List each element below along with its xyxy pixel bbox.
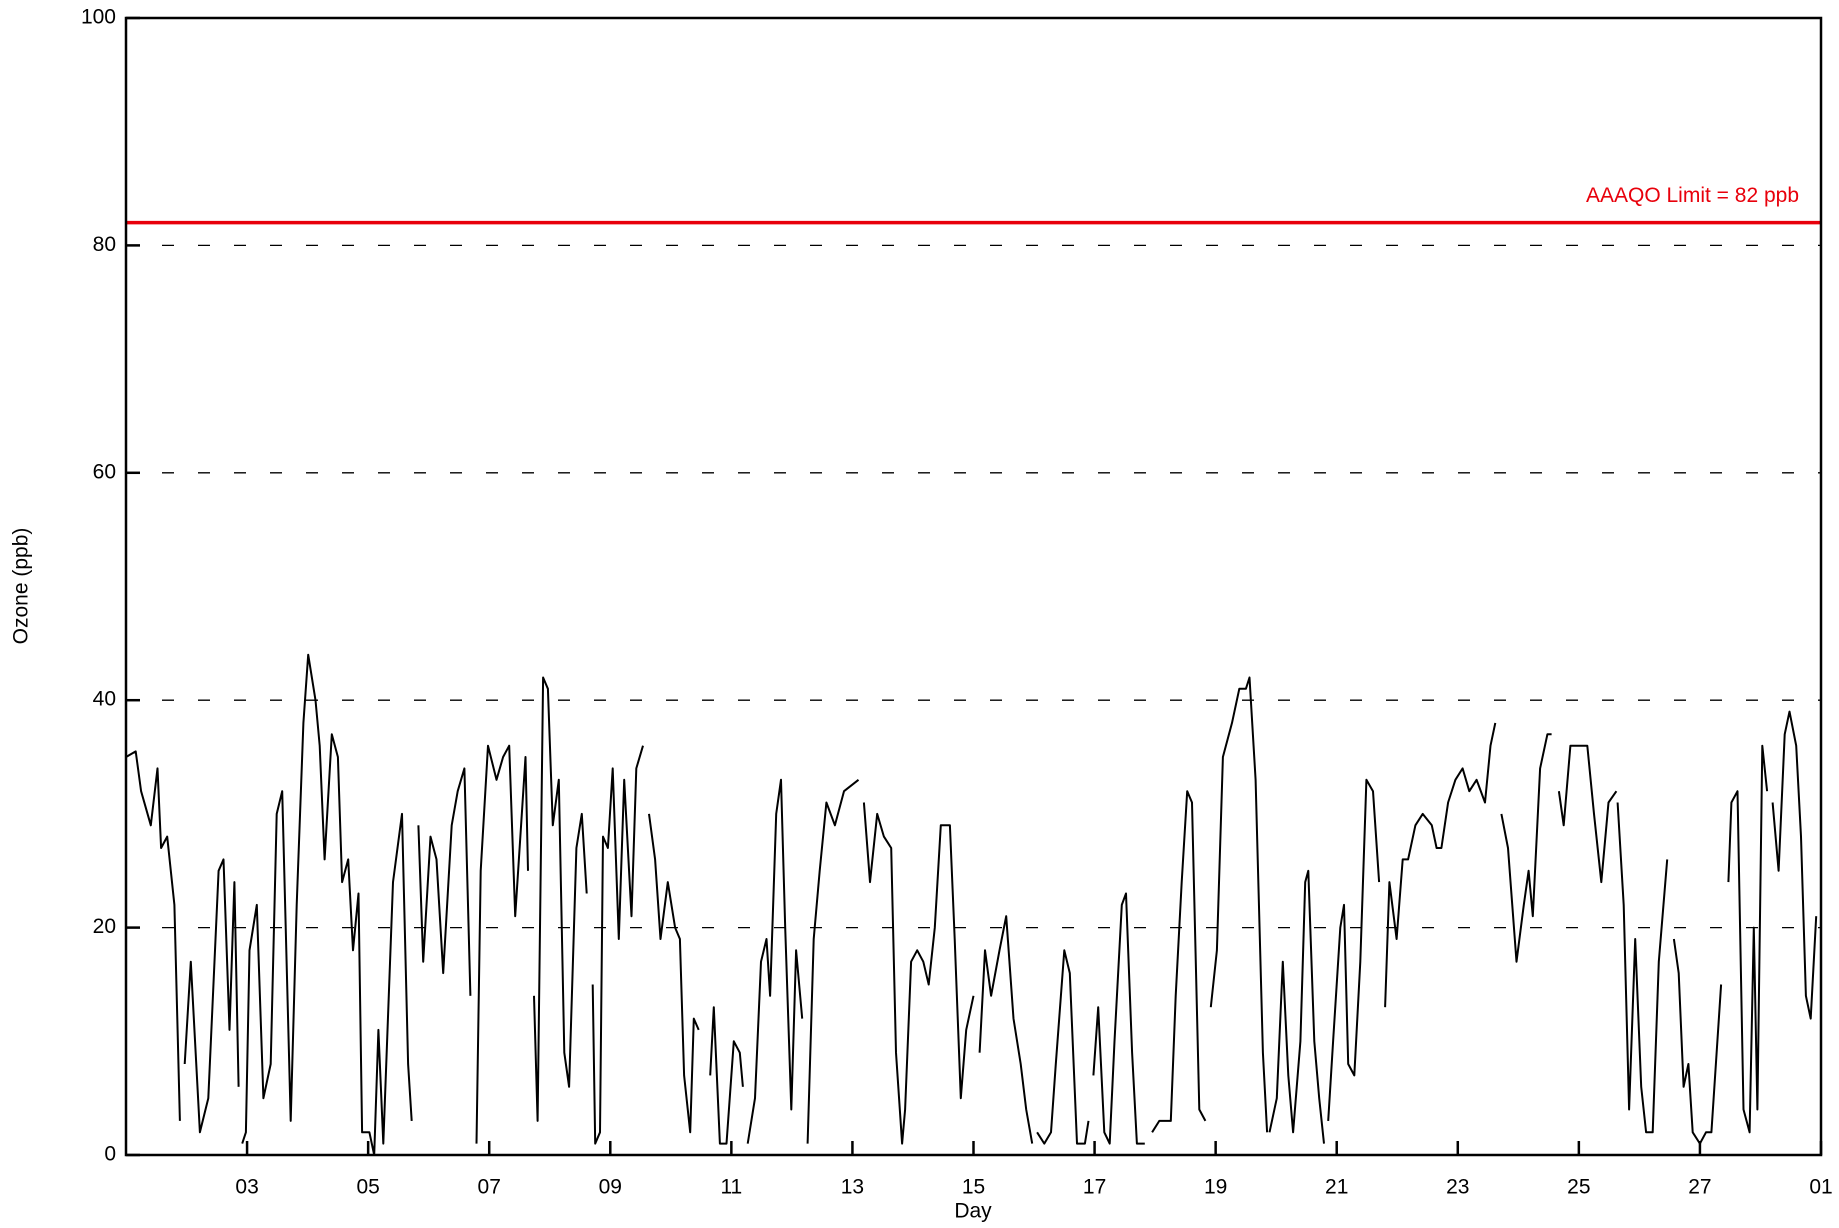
- y-tick-label: 0: [104, 1143, 116, 1166]
- x-tick-label: 05: [356, 1176, 379, 1199]
- x-tick-label: 15: [962, 1176, 985, 1199]
- x-tick-label: 23: [1446, 1176, 1469, 1199]
- x-tick-label: 13: [841, 1176, 864, 1199]
- x-tick-label: 03: [235, 1176, 258, 1199]
- reference-label: AAAQO Limit = 82 ppb: [1586, 184, 1799, 207]
- x-tick-label: 07: [478, 1176, 501, 1199]
- y-tick-label: 100: [81, 6, 116, 29]
- y-tick-label: 20: [93, 915, 116, 938]
- x-tick-label: 27: [1688, 1176, 1711, 1199]
- y-tick-label: 60: [93, 460, 116, 483]
- x-tick-label: 19: [1204, 1176, 1227, 1199]
- plot-frame: [124, 16, 1823, 1157]
- data-line: [125, 653, 1818, 1156]
- y-axis-label: Ozone (ppb): [10, 528, 33, 645]
- y-tick-label: 80: [93, 233, 116, 256]
- x-tick-label: 25: [1567, 1176, 1590, 1199]
- x-tick-label: 01: [1809, 1176, 1832, 1199]
- x-tick-label: 21: [1325, 1176, 1348, 1199]
- x-tick-label: 09: [599, 1176, 622, 1199]
- y-tick-label: 40: [93, 688, 116, 711]
- x-axis-label: Day: [954, 1200, 992, 1223]
- x-tick-label: 17: [1083, 1176, 1106, 1199]
- x-tick-label: 11: [720, 1176, 742, 1199]
